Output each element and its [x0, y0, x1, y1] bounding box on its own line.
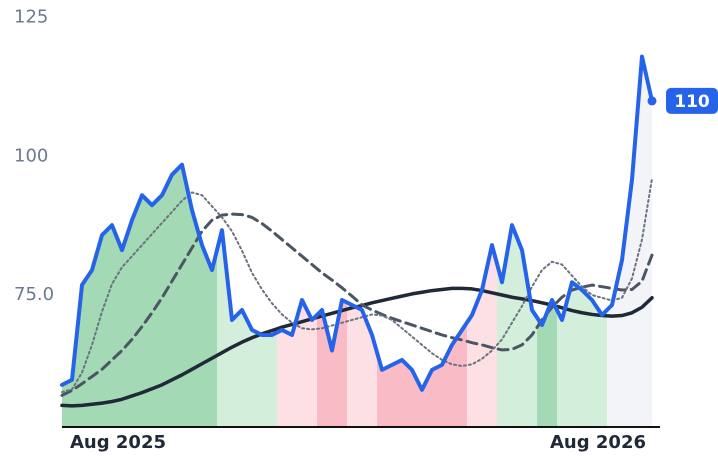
area-segment	[427, 367, 437, 427]
area-segment	[627, 118, 637, 428]
area-segment	[137, 195, 147, 427]
area-segment	[107, 225, 117, 427]
area-segment	[357, 307, 367, 427]
area-segment	[567, 282, 577, 427]
area-segment	[287, 317, 297, 427]
area-segment	[297, 300, 307, 427]
area-segment	[467, 302, 477, 427]
area-segment	[127, 207, 137, 427]
end-point	[647, 96, 657, 106]
end-label-badge	[666, 87, 718, 114]
area-segment	[327, 325, 337, 427]
area-segment	[447, 337, 457, 427]
area-segment	[67, 332, 77, 427]
area-segment	[647, 78, 652, 427]
area-segment	[377, 352, 387, 427]
area-segment	[487, 245, 497, 427]
series-line	[60, 54, 654, 392]
y-tick-label: 125	[14, 7, 48, 28]
area-segment	[417, 379, 427, 427]
y-tick-label: 100	[14, 145, 48, 166]
area-segment	[577, 286, 587, 427]
series-line	[61, 177, 653, 394]
area-segment	[87, 252, 97, 427]
x-tick-label: Aug 2025	[70, 432, 166, 453]
area-segment	[457, 322, 467, 427]
area-segment	[337, 300, 347, 427]
area-segment	[97, 230, 107, 427]
area-segment	[407, 364, 417, 427]
area-segment	[597, 307, 607, 427]
area-segment	[177, 164, 187, 427]
area-segment	[237, 309, 247, 427]
area-segment	[197, 227, 207, 427]
area-segment	[507, 225, 517, 427]
area-segment	[317, 309, 327, 427]
area-segment	[607, 282, 617, 427]
area-layer	[62, 56, 652, 428]
end-label: 110	[674, 92, 710, 112]
area-segment	[217, 230, 227, 427]
area-segment	[157, 184, 167, 427]
series-line	[60, 212, 654, 397]
area-segment	[397, 359, 407, 427]
area-segment	[587, 295, 597, 427]
x-tick-label: Aug 2026	[550, 432, 646, 453]
area-segment	[387, 362, 397, 427]
area-segment	[277, 329, 287, 427]
area-segment	[347, 302, 357, 427]
area-segment	[307, 309, 317, 427]
area-segment	[537, 312, 547, 427]
area-segment	[517, 237, 527, 427]
area-segment	[257, 332, 267, 427]
area-segment	[477, 267, 487, 427]
area-segment	[117, 235, 127, 427]
area-segment	[557, 301, 567, 427]
area-segment	[267, 332, 277, 427]
area-segment	[437, 354, 447, 427]
area-segment	[547, 300, 557, 427]
area-segment	[207, 250, 217, 427]
area-segment	[167, 169, 177, 427]
area-segment	[247, 319, 257, 427]
y-tick-label: 75.0	[14, 284, 54, 305]
line-layer	[60, 54, 657, 408]
